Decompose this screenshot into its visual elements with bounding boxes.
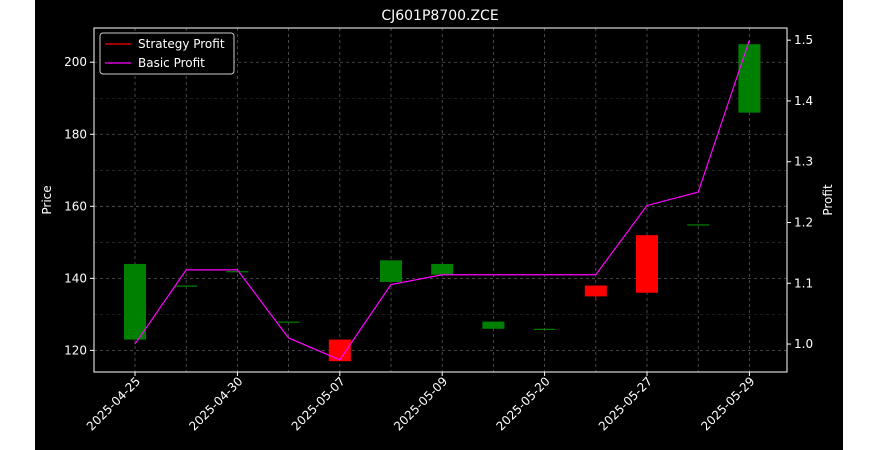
legend-label-basic-profit: Basic Profit <box>138 56 205 70</box>
x-axis: 2025-04-25 2025-04-30 2025-05-07 2025-05-09… <box>84 372 758 433</box>
x-tick-label: 2025-04-30 <box>186 374 245 433</box>
chart-title: CJ601P8700.ZCE <box>381 8 498 24</box>
y-right-tick-label: 1.3 <box>794 155 813 169</box>
candle-body <box>687 224 710 226</box>
y-right-tick-label: 1.2 <box>794 215 813 229</box>
grid <box>94 28 787 372</box>
legend-label-strategy-profit: Strategy Profit <box>138 37 225 51</box>
x-tick-label: 2025-05-09 <box>391 374 450 433</box>
left-axis: 120 140 160 180 200 <box>64 55 94 357</box>
candle-body <box>124 263 146 340</box>
legend-box <box>99 32 235 75</box>
candle-body <box>175 285 198 287</box>
candle-body <box>482 321 505 329</box>
y-right-tick-label: 1.1 <box>794 276 813 290</box>
candle-body <box>328 339 351 362</box>
y-axis-label-right: Profit <box>821 184 835 216</box>
series-line-basic-profit <box>134 39 750 361</box>
candle-body <box>431 263 454 275</box>
x-tick-label: 2025-05-27 <box>596 374 655 433</box>
y-axis-label-left: Price <box>40 185 54 214</box>
y-left-tick-label: 120 <box>64 343 87 357</box>
candle-body <box>584 285 607 297</box>
candle-body <box>636 235 658 293</box>
y-left-tick-label: 160 <box>64 199 87 213</box>
candles <box>124 44 761 362</box>
legend: Strategy Profit Basic Profit <box>99 32 235 75</box>
candle-body <box>226 271 249 273</box>
chart-canvas: CJ601P8700.ZCE 120 140 160 180 200 1.0 1.1 1.2… <box>40 8 835 433</box>
candle-body <box>380 260 402 282</box>
x-tick-label: 2025-05-20 <box>494 374 553 433</box>
y-left-tick-label: 140 <box>64 271 87 285</box>
y-left-tick-label: 200 <box>64 55 87 69</box>
x-tick-label: 2025-05-07 <box>289 374 348 433</box>
candle-body <box>738 44 761 113</box>
candle-body <box>277 321 300 323</box>
chart-figure: CJ601P8700.ZCE 120 140 160 180 200 1.0 1.1 1.2… <box>35 0 843 450</box>
x-tick-label: 2025-05-29 <box>698 374 757 433</box>
plot-frame <box>93 27 788 373</box>
x-tick-label: 2025-04-25 <box>84 374 143 433</box>
profit-lines <box>134 39 750 361</box>
y-right-tick-label: 1.5 <box>794 33 813 47</box>
candle-body <box>533 328 556 330</box>
y-left-tick-label: 180 <box>64 127 87 141</box>
right-axis: 1.0 1.1 1.2 1.3 1.4 1.5 <box>787 33 813 351</box>
y-right-tick-label: 1.4 <box>794 94 813 108</box>
y-right-tick-label: 1.0 <box>794 337 813 351</box>
